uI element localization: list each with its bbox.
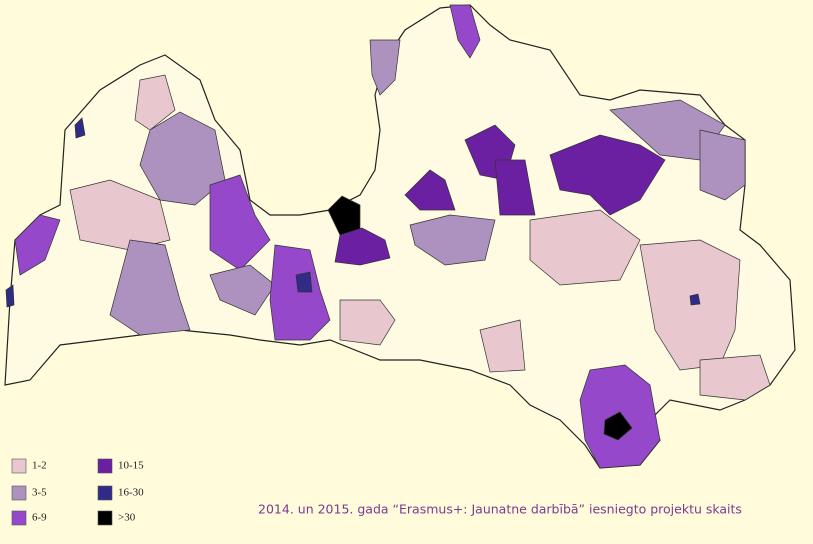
region [209, 264, 276, 316]
region [549, 134, 666, 216]
legend-label: 16-30 [118, 487, 144, 499]
region [689, 293, 701, 306]
region [479, 319, 526, 373]
caption: 2014. un 2015. gada “Erasmus+: Jaunatne … [258, 502, 742, 517]
region [409, 214, 496, 266]
region [334, 227, 391, 266]
region [69, 179, 171, 251]
region [269, 244, 331, 341]
region [404, 169, 456, 211]
region [639, 239, 741, 371]
legend-label: 1-2 [32, 460, 47, 472]
region [74, 117, 86, 139]
legend-label: 6-9 [32, 512, 47, 524]
legend-swatch [11, 485, 27, 501]
legend-swatch [97, 458, 113, 474]
legend-label: 3-5 [32, 487, 47, 499]
region [134, 74, 176, 131]
region [449, 4, 481, 59]
legend: 1-2 3-5 6-9 10-15 16-30 >30 [11, 458, 144, 526]
legend-swatch [11, 458, 27, 474]
region [369, 39, 401, 96]
legend-label: >30 [118, 512, 136, 524]
region [494, 159, 536, 216]
legend-swatch [97, 510, 113, 526]
region [295, 271, 313, 293]
region [603, 411, 633, 441]
region [339, 299, 396, 346]
region [327, 195, 361, 236]
region [5, 284, 15, 308]
latvia-map [4, 4, 796, 469]
region [209, 174, 271, 271]
region [529, 209, 641, 286]
region [14, 214, 61, 276]
region [699, 354, 771, 401]
region [109, 239, 191, 336]
legend-label: 10-15 [118, 460, 144, 472]
legend-swatch [97, 485, 113, 501]
legend-swatch [11, 510, 27, 526]
region [699, 129, 746, 201]
